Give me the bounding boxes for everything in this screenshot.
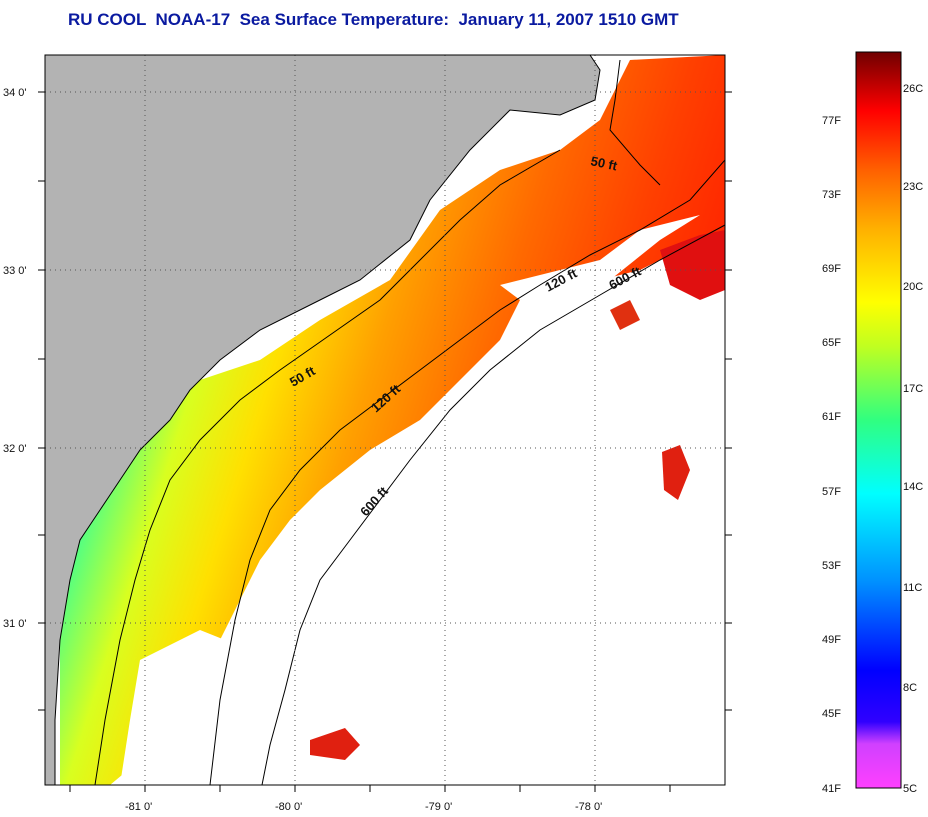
colorbar-c-label: 14C xyxy=(903,481,923,493)
warm-patch xyxy=(662,445,690,500)
land-mass xyxy=(45,55,600,785)
colorbar-f-label: 49F xyxy=(822,634,841,646)
lat-label: 32 0' xyxy=(3,443,27,455)
colorbar-celsius-labels: 26C 23C 20C 17C 14C 11C 8C 5C xyxy=(903,83,923,795)
lat-label: 31 0' xyxy=(3,618,27,630)
colorbar-f-label: 77F xyxy=(822,115,841,127)
contour-600ft xyxy=(261,224,725,785)
lon-label: -79 0' xyxy=(425,801,452,813)
colorbar-f-label: 65F xyxy=(822,337,841,349)
coastline xyxy=(54,55,601,785)
colorbar-c-label: 5C xyxy=(903,783,917,795)
colorbar-c-label: 20C xyxy=(903,281,923,293)
lat-label: 33 0' xyxy=(3,265,27,277)
warm-patch xyxy=(310,728,360,760)
map-frame xyxy=(44,54,726,786)
colorbar-c-label: 11C xyxy=(903,582,922,594)
lon-ticks xyxy=(69,785,671,792)
colorbar-fahrenheit-labels: 77F 73F 69F 65F 61F 57F 53F 49F 45F 41F xyxy=(822,115,841,795)
sst-field xyxy=(60,55,725,785)
colorbar-f-label: 45F xyxy=(822,708,841,720)
colorbar-f-label: 41F xyxy=(822,783,841,795)
map-title: RU COOL NOAA-17 Sea Surface Temperature:… xyxy=(68,10,679,29)
colorbar-f-label: 53F xyxy=(822,560,841,572)
colorbar-f-label: 73F xyxy=(822,189,841,201)
lat-label: 34 0' xyxy=(3,87,27,99)
lat-ticks xyxy=(38,91,732,711)
colorbar-c-label: 17C xyxy=(903,383,923,395)
contour-50ft xyxy=(94,59,661,785)
contour-120ft xyxy=(209,159,725,785)
colorbar-f-label: 57F xyxy=(822,486,841,498)
colorbar-f-label: 69F xyxy=(822,263,841,275)
graticule xyxy=(45,55,725,785)
colorbar-f-label: 61F xyxy=(822,411,841,423)
contour-label-50ft-north: 50 ft xyxy=(589,153,619,173)
colorbar-c-label: 23C xyxy=(903,181,923,193)
warm-patch xyxy=(660,230,725,300)
lon-label: -81 0' xyxy=(125,801,152,813)
lon-label: -78 0' xyxy=(575,801,602,813)
colorbar xyxy=(855,51,902,789)
lon-label: -80 0' xyxy=(275,801,302,813)
colorbar-c-label: 26C xyxy=(903,83,923,95)
warm-patch xyxy=(610,300,640,330)
colorbar-c-label: 8C xyxy=(903,682,917,694)
cloud-mask xyxy=(120,630,270,785)
